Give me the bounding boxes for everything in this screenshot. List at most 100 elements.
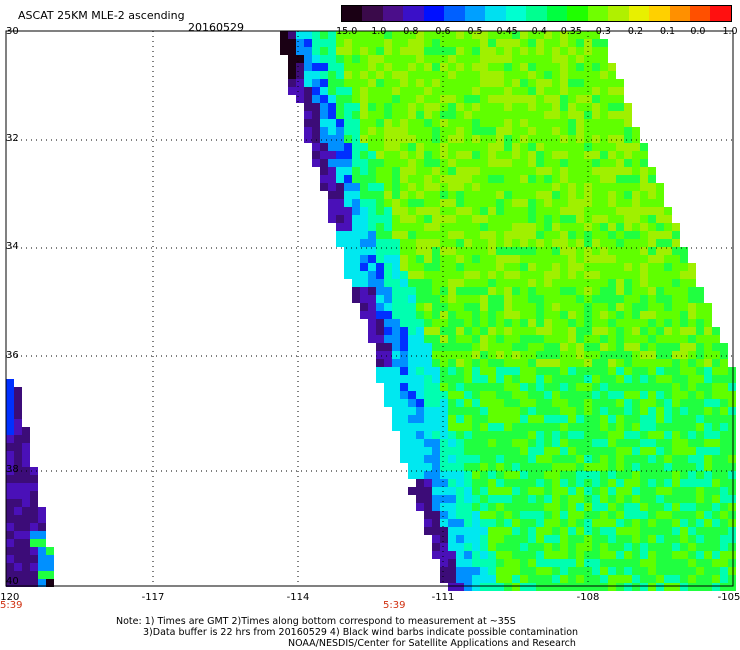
swath-cell xyxy=(384,311,392,319)
swath-cell xyxy=(336,63,344,71)
swath-cell xyxy=(456,311,464,319)
swath-cell xyxy=(488,223,496,231)
swath-cell xyxy=(608,487,616,495)
swath-cell xyxy=(576,391,584,399)
swath-cell xyxy=(496,303,504,311)
swath-cell xyxy=(472,119,480,127)
swath-cell xyxy=(440,423,448,431)
swath-cell xyxy=(688,327,696,335)
swath-cell xyxy=(336,143,344,151)
swath-cell xyxy=(480,79,488,87)
swath-cell xyxy=(568,327,576,335)
swath-cell xyxy=(648,319,656,327)
swath-cell xyxy=(632,455,640,463)
swath-cell xyxy=(488,383,496,391)
swath-cell xyxy=(680,415,688,423)
swath-cell xyxy=(416,167,424,175)
swath-cell xyxy=(288,79,296,87)
swath-cell xyxy=(488,439,496,447)
swath-cell xyxy=(480,535,488,543)
swath-cell xyxy=(384,39,392,47)
swath-cell xyxy=(472,575,480,583)
swath-cell xyxy=(592,551,600,559)
swath-cell xyxy=(416,487,424,495)
swath-cell xyxy=(488,255,496,263)
swath-cell xyxy=(384,175,392,183)
swath-cell xyxy=(520,439,528,447)
swath-cell xyxy=(608,135,616,143)
swath-cell xyxy=(688,279,696,287)
swath-cell xyxy=(432,31,440,39)
swath-cell xyxy=(632,335,640,343)
swath-cell xyxy=(472,503,480,511)
swath-cell xyxy=(512,135,520,143)
swath-cell xyxy=(704,311,712,319)
swath-cell xyxy=(568,239,576,247)
swath-cell xyxy=(584,39,592,47)
swath-cell xyxy=(440,175,448,183)
swath-cell xyxy=(440,207,448,215)
swath-cell xyxy=(416,55,424,63)
swath-cell xyxy=(480,247,488,255)
swath-cell xyxy=(608,279,616,287)
swath-cell xyxy=(576,271,584,279)
swath-cell xyxy=(416,375,424,383)
swath-cell xyxy=(616,319,624,327)
swath-cell xyxy=(392,103,400,111)
swath-cell xyxy=(664,215,672,223)
swath-cell xyxy=(568,583,576,591)
swath-cell xyxy=(536,167,544,175)
swath-cell xyxy=(440,559,448,567)
swath-cell xyxy=(528,111,536,119)
swath-cell xyxy=(648,567,656,575)
swath-cell xyxy=(528,519,536,527)
swath-cell xyxy=(496,287,504,295)
swath-cell xyxy=(664,239,672,247)
swath-cell xyxy=(416,399,424,407)
swath-cell xyxy=(584,255,592,263)
swath-cell xyxy=(616,271,624,279)
swath-cell xyxy=(392,223,400,231)
colorbar-swatch xyxy=(342,6,363,21)
swath-cell xyxy=(648,271,656,279)
swath-cell xyxy=(544,79,552,87)
swath-cell xyxy=(14,475,22,483)
swath-cell xyxy=(648,343,656,351)
swath-cell xyxy=(592,263,600,271)
swath-cell xyxy=(648,167,656,175)
swath-cell xyxy=(488,135,496,143)
swath-cell xyxy=(400,295,408,303)
swath-cell xyxy=(504,255,512,263)
swath-cell xyxy=(568,191,576,199)
swath-cell xyxy=(336,183,344,191)
swath-cell xyxy=(584,479,592,487)
swath-cell xyxy=(472,359,480,367)
swath-cell xyxy=(472,263,480,271)
swath-cell xyxy=(592,207,600,215)
swath-cell xyxy=(528,415,536,423)
swath-cell xyxy=(504,359,512,367)
swath-cell xyxy=(456,431,464,439)
swath-cell xyxy=(496,415,504,423)
swath-cell xyxy=(680,279,688,287)
swath-cell xyxy=(432,463,440,471)
swath-cell xyxy=(552,327,560,335)
swath-cell xyxy=(464,311,472,319)
swath-cell xyxy=(552,487,560,495)
swath-cell xyxy=(616,167,624,175)
swath-cell xyxy=(624,551,632,559)
swath-cell xyxy=(632,519,640,527)
swath-cell xyxy=(528,303,536,311)
swath-cell xyxy=(648,391,656,399)
swath-cell xyxy=(544,367,552,375)
swath-cell xyxy=(384,303,392,311)
map-title: ASCAT 25KM MLE-2 ascending xyxy=(18,9,185,22)
swath-cell xyxy=(440,391,448,399)
swath-cell xyxy=(448,255,456,263)
swath-cell xyxy=(472,335,480,343)
swath-cell xyxy=(520,551,528,559)
swath-cell xyxy=(672,487,680,495)
lat-label: 40 xyxy=(6,576,19,587)
swath-cell xyxy=(448,359,456,367)
swath-cell xyxy=(472,343,480,351)
